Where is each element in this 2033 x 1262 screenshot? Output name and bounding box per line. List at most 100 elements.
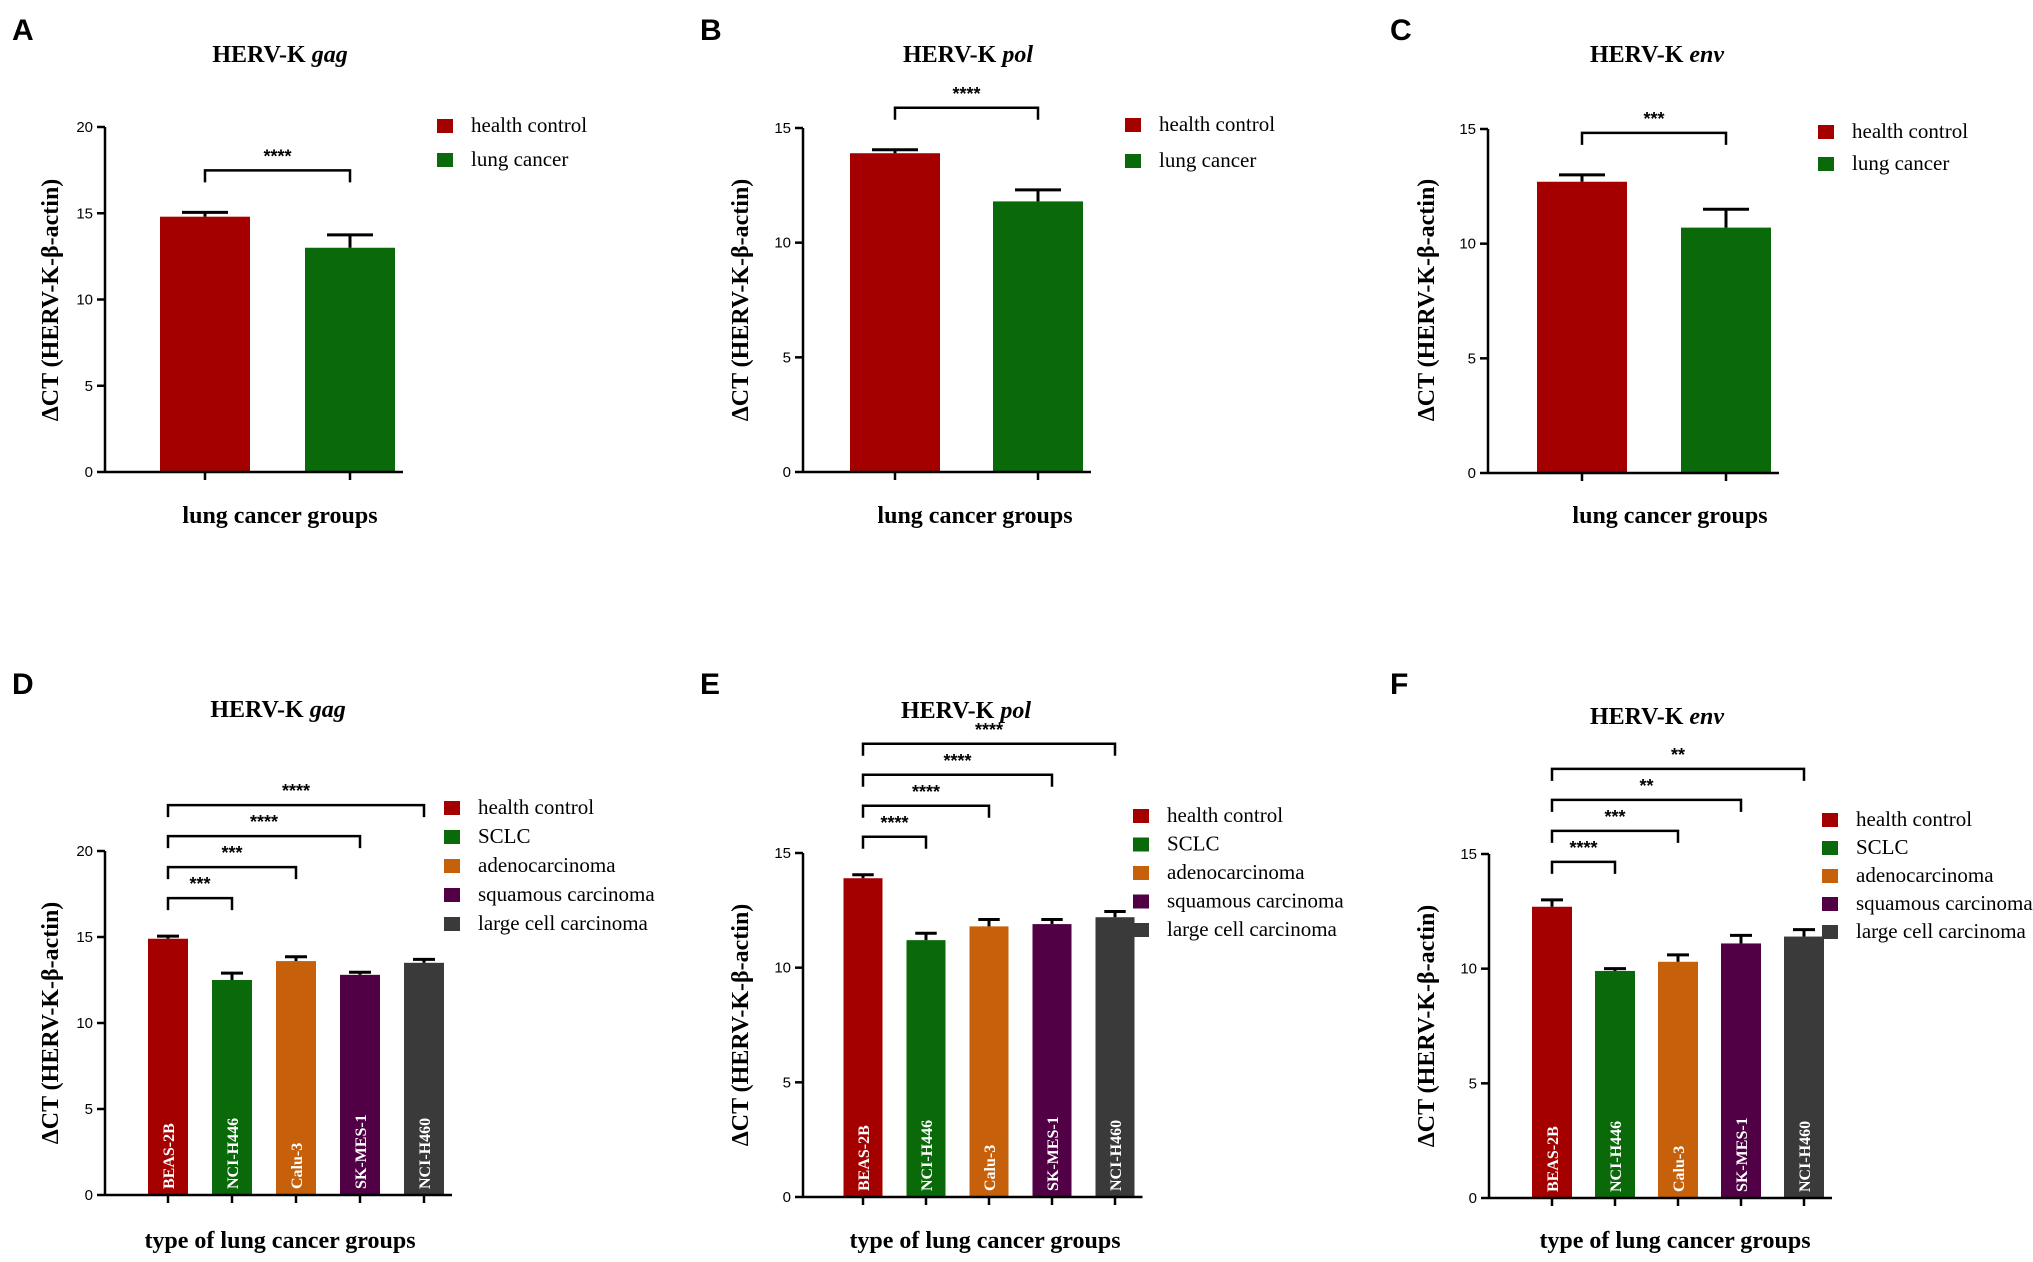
y-tick-label: 5: [1469, 1075, 1477, 1092]
legend-swatch-4: [1822, 925, 1838, 939]
bar-label-3: SK-MES-1: [1045, 1116, 1062, 1191]
legend-label-0: health control: [471, 113, 587, 137]
legend-label-1: lung cancer: [1852, 151, 1949, 175]
panel-letter: C: [1390, 14, 1412, 47]
bar-2: [1658, 961, 1698, 1198]
y-tick-label: 5: [1468, 350, 1476, 367]
bar-label-0: BEAS-2B: [161, 1123, 178, 1189]
bar-label-4: NCI-H460: [417, 1118, 434, 1189]
panel-a: A HERV-K gag 0 5 10 15 20 lung cancer groups ΔCT…: [12, 14, 587, 529]
significance-label-0: ***: [189, 874, 210, 894]
y-tick-label: 0: [85, 464, 93, 481]
chart-title: HERV-K env: [1590, 42, 1724, 68]
bar-1: [906, 940, 946, 1197]
chart-title-main: HERV-K: [210, 697, 309, 723]
legend-label-1: lung cancer: [1159, 148, 1256, 172]
bar-3: [1032, 924, 1072, 1197]
chart-title-gene: pol: [998, 698, 1031, 724]
x-axis-label: type of lung cancer groups: [849, 1228, 1120, 1254]
y-tick-label: 15: [774, 845, 791, 862]
significance-bracket-1: [861, 804, 991, 818]
significance-label-2: **: [1639, 776, 1653, 796]
bar-1: [1595, 970, 1635, 1198]
legend-label-4: large cell carcinoma: [1167, 917, 1338, 941]
legend-swatch-1: [437, 153, 453, 167]
legend-label-4: large cell carcinoma: [478, 911, 649, 935]
y-tick-label: 10: [76, 292, 93, 309]
legend-label-2: adenocarcinoma: [1856, 863, 1994, 887]
bar-4: [404, 962, 444, 1195]
legend-label-0: health control: [1167, 803, 1283, 827]
y-tick-label: 20: [76, 843, 93, 860]
bar-label-3: SK-MES-1: [353, 1114, 370, 1189]
chart-title-main: HERV-K: [212, 42, 311, 68]
bar-4: [1784, 936, 1824, 1198]
y-tick-label: 5: [783, 1074, 791, 1091]
y-tick-label: 10: [774, 960, 791, 977]
panel-letter: E: [700, 668, 720, 701]
y-axis-label: ΔCT (HERV-K-β-actin): [728, 179, 754, 422]
significance-bracket-3: [166, 803, 426, 818]
chart-title-gene: env: [1689, 704, 1724, 730]
chart-title-gene: gag: [309, 697, 346, 723]
legend-swatch-1: [1818, 157, 1834, 171]
bar-label-2: Calu-3: [982, 1145, 999, 1191]
x-axis-label: type of lung cancer groups: [144, 1228, 415, 1254]
chart-title-main: HERV-K: [1590, 42, 1689, 68]
bar-1: [305, 247, 395, 472]
chart-title: HERV-K gag: [212, 42, 347, 68]
y-tick-label: 0: [1469, 1190, 1477, 1207]
bar-0: [843, 878, 883, 1197]
legend-swatch-1: [1822, 841, 1838, 855]
legend-swatch-0: [1822, 813, 1838, 827]
significance-bracket-1: [166, 865, 298, 880]
significance-label-0: ***: [1643, 109, 1664, 129]
y-tick-label: 10: [76, 1015, 93, 1032]
legend-label-0: health control: [1852, 119, 1968, 143]
y-tick-label: 0: [85, 1187, 93, 1204]
legend-label-0: health control: [1159, 112, 1275, 136]
bar-label-3: SK-MES-1: [1734, 1117, 1751, 1192]
legend-swatch-0: [444, 801, 460, 815]
legend-label-0: health control: [478, 795, 594, 819]
chart-title: HERV-K pol: [903, 42, 1033, 68]
bar-4: [1095, 917, 1135, 1197]
legend-swatch-0: [1125, 118, 1141, 132]
significance-label-1: ***: [221, 843, 242, 863]
bar-3: [1721, 943, 1761, 1198]
bar-label-4: NCI-H460: [1797, 1121, 1814, 1192]
significance-bracket-1: [1550, 829, 1680, 843]
y-tick-label: 0: [1468, 465, 1476, 482]
panel-c: C HERV-K env 0 5 10 15 lung cancer groups ΔCT (…: [1390, 14, 1968, 529]
y-axis-label: ΔCT (HERV-K-β-actin): [1414, 179, 1440, 422]
bar-0: [1537, 181, 1627, 473]
legend-swatch-2: [1133, 866, 1149, 880]
bar-2: [276, 961, 316, 1195]
significance-bracket-0: [893, 106, 1040, 120]
significance-bracket-2: [166, 834, 362, 849]
legend-label-1: SCLC: [1167, 832, 1220, 856]
legend-label-1: SCLC: [478, 824, 531, 848]
bar-label-1: NCI-H446: [225, 1118, 242, 1189]
chart-title-main: HERV-K: [1590, 704, 1689, 730]
bar-label-2: Calu-3: [1671, 1146, 1688, 1192]
panel-e: E HERV-K pol BEAS-2B NCI-H446 Calu-3 SK-MES-1…: [700, 668, 1344, 1254]
legend-label-1: SCLC: [1856, 835, 1909, 859]
significance-label-1: ***: [1604, 807, 1625, 827]
legend-swatch-2: [1822, 869, 1838, 883]
panel-d: D HERV-K gag BEAS-2B NCI-H446 Calu-3 SK-MES-1…: [12, 668, 655, 1254]
y-tick-label: 15: [76, 929, 93, 946]
chart-title-main: HERV-K: [903, 42, 1002, 68]
bar-2: [969, 926, 1009, 1197]
legend-label-3: squamous carcinoma: [478, 882, 655, 906]
chart-title: HERV-K gag: [210, 697, 345, 723]
panel-b: B HERV-K pol 0 5 10 15 lung cancer groups ΔCT (…: [700, 14, 1275, 529]
significance-bracket-0: [1550, 860, 1617, 874]
significance-bracket-2: [1550, 798, 1743, 812]
bar-0: [160, 216, 250, 472]
legend-swatch-1: [1133, 837, 1149, 852]
significance-label-3: ****: [282, 781, 310, 801]
legend-swatch-0: [437, 119, 453, 133]
significance-label-3: ****: [975, 720, 1003, 740]
